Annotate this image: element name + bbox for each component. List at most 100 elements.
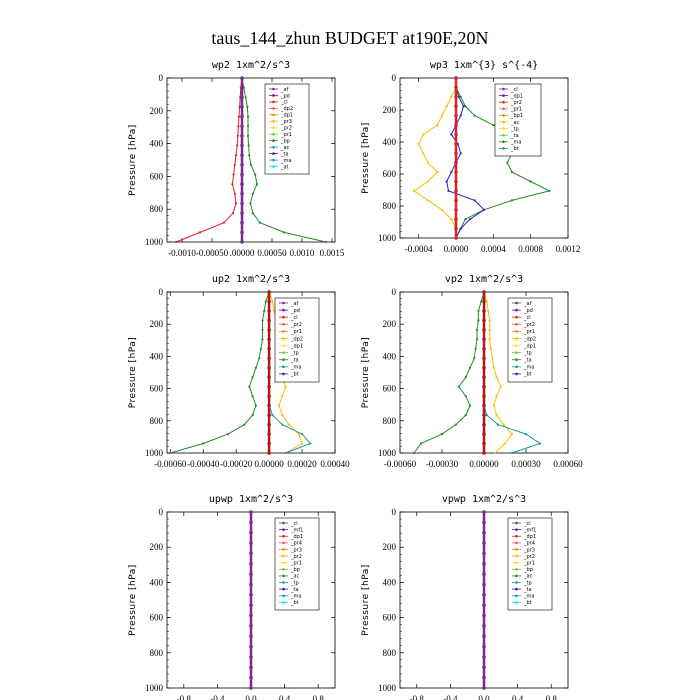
legend-entry: _ma [523, 365, 534, 371]
series-marker [263, 309, 266, 312]
series-marker [267, 309, 271, 313]
series-marker [454, 113, 458, 118]
series-marker [492, 404, 495, 407]
y-tick-label: 400 [150, 577, 164, 587]
y-tick-label: 800 [150, 416, 164, 426]
legend-entry: _tp [523, 580, 532, 586]
x-tick-label: -0.00040 [187, 459, 220, 469]
series-marker [454, 189, 458, 193]
series-marker [426, 199, 430, 202]
series-marker [482, 644, 486, 649]
series-marker [240, 230, 244, 235]
series-marker [482, 290, 486, 294]
legend-marker [515, 581, 518, 584]
y-tick-label: 600 [150, 613, 164, 623]
legend-marker [515, 330, 518, 333]
legend-entry: _ta [290, 358, 299, 364]
legend-entry: _pr1 [290, 329, 302, 335]
series-marker [417, 142, 420, 145]
series-marker [240, 211, 244, 215]
legend-marker [515, 594, 518, 598]
series-marker [222, 221, 226, 224]
series-marker [454, 208, 458, 212]
legend-marker [515, 534, 518, 538]
series-marker [249, 202, 252, 205]
legend-entry: _mf1 [523, 527, 536, 533]
series-marker [240, 192, 244, 196]
series-marker [489, 347, 493, 350]
legend-entry: _af [280, 87, 289, 93]
y-tick-label: 0 [159, 287, 164, 297]
y-tick-label: 800 [383, 648, 397, 658]
y-tick-label: 600 [150, 384, 164, 394]
legend-marker [502, 94, 505, 97]
series-marker [240, 124, 244, 128]
y-tick-label: 1000 [378, 683, 397, 693]
series-marker [261, 328, 264, 331]
series-marker [459, 114, 462, 117]
series-line-2 [483, 291, 513, 454]
legend-box [274, 297, 320, 383]
series-marker [445, 180, 448, 183]
series-marker [237, 125, 240, 128]
series-marker [495, 376, 498, 379]
series-marker [249, 644, 253, 649]
legend-marker [515, 358, 518, 362]
legend-entry: _ac [510, 120, 520, 126]
series-line-1 [241, 77, 327, 243]
series-marker [482, 510, 486, 514]
legend-entry: _cl [523, 521, 531, 527]
series-marker [422, 133, 425, 136]
series-marker [251, 192, 254, 195]
series-marker [459, 152, 462, 155]
legend-entry: _ma [280, 158, 291, 164]
series-marker [261, 338, 264, 341]
x-tick-label: -0.00050 [196, 248, 229, 258]
panel-6: vpwp 1xm^2/s^3 0 200 400 600 800 1000 -0.8 -0.4 0… [361, 494, 569, 700]
series-marker [267, 384, 271, 389]
legend-marker [515, 601, 518, 604]
x-tick-label: -0.8 [177, 694, 192, 700]
x-tick-label: 0.0008 [518, 244, 543, 254]
legend-entry: _dp1 [523, 343, 536, 349]
legend-marker [515, 561, 518, 564]
series-marker [271, 414, 274, 417]
legend-entry: _pr2 [280, 126, 292, 132]
legend-marker [282, 581, 285, 584]
series-marker [502, 423, 505, 426]
series-marker [284, 385, 287, 388]
legend-marker [515, 521, 518, 525]
series-marker [457, 385, 460, 388]
legend-marker [515, 344, 518, 347]
legend-entry: _pr2 [290, 554, 302, 560]
series-marker [468, 218, 472, 221]
y-tick-label: 800 [150, 648, 164, 658]
legend-marker [515, 372, 518, 376]
series-marker [482, 309, 486, 313]
y-tick-label: 400 [383, 351, 397, 361]
series-marker [426, 161, 430, 164]
series-marker [246, 105, 249, 108]
series-marker [445, 105, 448, 108]
legend-entry: _ta [510, 133, 519, 139]
series-marker [240, 182, 244, 186]
legend-entry: _dp1 [510, 93, 523, 99]
y-tick-label: 1000 [378, 233, 397, 243]
series-marker [548, 189, 551, 192]
series-marker [240, 114, 244, 119]
series-marker [267, 394, 271, 399]
legend-marker [515, 301, 518, 305]
series-marker [287, 423, 290, 426]
legend-marker [515, 337, 518, 340]
series-marker [482, 432, 486, 436]
legend-entry: _mf1 [290, 527, 303, 533]
series-marker [240, 105, 244, 109]
series-marker [267, 451, 271, 455]
legend-marker [282, 344, 285, 347]
legend-marker [502, 140, 505, 144]
x-tick-label: 0.4 [512, 694, 524, 700]
legend-entry: _dp1 [290, 534, 303, 540]
series-marker [454, 236, 458, 240]
series-marker [264, 300, 267, 303]
